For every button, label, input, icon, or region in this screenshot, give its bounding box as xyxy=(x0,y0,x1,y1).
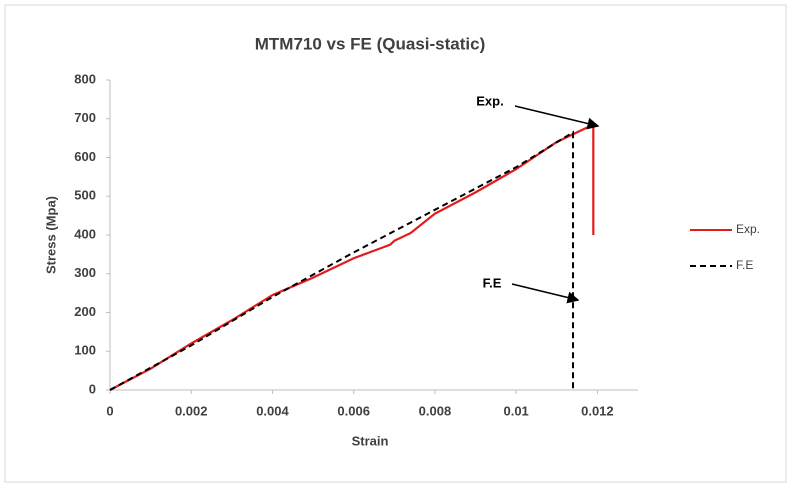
y-tick-label: 600 xyxy=(74,149,96,164)
chart-frame xyxy=(4,4,787,483)
x-tick-label: 0.012 xyxy=(581,403,614,418)
series-line xyxy=(109,122,595,391)
y-tick-label: 0 xyxy=(89,381,96,396)
legend-label: Exp. xyxy=(736,222,760,236)
annotation: Exp. xyxy=(476,93,503,108)
y-tick-label: 400 xyxy=(74,226,96,241)
legend-label: F.E xyxy=(736,258,753,272)
y-tick-label: 700 xyxy=(74,110,96,125)
x-tick-label: 0 xyxy=(106,403,113,418)
x-tick-label: 0.004 xyxy=(256,403,289,418)
annotation: F.E xyxy=(483,275,502,290)
series-line xyxy=(109,130,575,391)
annotation-arrow xyxy=(511,283,580,304)
x-axis-label: Strain xyxy=(352,433,389,448)
chart-title: MTM710 vs FE (Quasi-static) xyxy=(255,34,486,53)
y-tick-label: 100 xyxy=(74,343,96,358)
y-axis-label: Stress (Mpa) xyxy=(43,196,58,274)
x-tick-label: 0.006 xyxy=(337,403,370,418)
y-tick-label: 500 xyxy=(74,188,96,203)
x-tick-label: 0.008 xyxy=(419,403,452,418)
y-tick-label: 300 xyxy=(74,265,96,280)
x-tick-label: 0.002 xyxy=(175,403,208,418)
y-tick-label: 800 xyxy=(74,71,96,86)
y-tick-label: 200 xyxy=(74,304,96,319)
x-tick-label: 0.01 xyxy=(503,403,528,418)
annotation-arrow xyxy=(514,105,600,130)
